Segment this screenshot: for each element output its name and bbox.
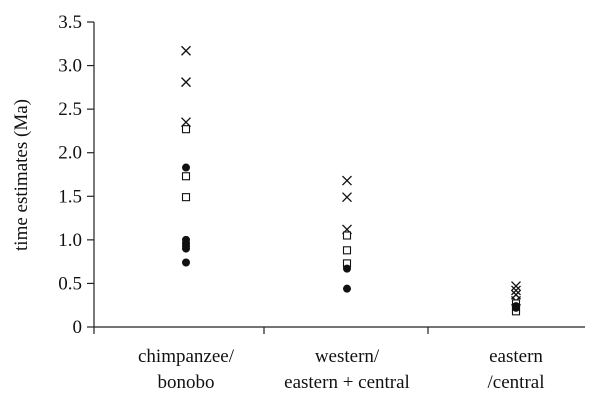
cross-marker <box>181 45 191 56</box>
cross-marker <box>342 175 352 186</box>
circle-marker <box>182 258 190 267</box>
square-marker <box>181 193 191 202</box>
y-tick-label: 3.5 <box>58 12 82 33</box>
y-tick-label: 0 <box>73 317 83 338</box>
y-tick-label: 0.5 <box>58 273 82 294</box>
x-category-label: bonobo <box>158 372 215 393</box>
square-marker <box>181 125 191 134</box>
circle-marker <box>182 163 190 172</box>
x-category-label: eastern + central <box>284 372 410 393</box>
circle-marker <box>343 284 351 293</box>
y-tick-label: 1.0 <box>58 230 82 251</box>
cross-marker <box>342 192 352 203</box>
x-category-labels: chimpanzee/bonobo western/eastern + centr… <box>138 346 544 393</box>
y-axis-title: time estimates (Ma) <box>11 99 32 251</box>
y-tick-label: 1.5 <box>58 186 82 207</box>
circle-marker <box>343 264 351 273</box>
y-tick-label: 2.0 <box>58 143 82 164</box>
y-tick-label: 2.5 <box>58 99 82 120</box>
x-category-label: /central <box>488 372 545 393</box>
cross-marker <box>511 285 521 296</box>
square-marker <box>342 246 352 255</box>
cross-marker <box>181 77 191 88</box>
x-category-label: western/ <box>315 346 380 367</box>
circle-marker <box>182 244 190 253</box>
circle-marker <box>512 303 520 312</box>
square-marker <box>181 172 191 181</box>
y-tick-label: 3.0 <box>58 56 82 77</box>
cross-marker <box>511 281 521 292</box>
x-category-label: chimpanzee/ <box>138 346 235 367</box>
square-marker <box>342 231 352 240</box>
x-category-label: eastern <box>489 346 543 367</box>
data-points <box>181 45 521 316</box>
y-ticks: 0 0.5 1.0 1.5 2.0 2.5 3.0 3.5 <box>58 12 429 338</box>
